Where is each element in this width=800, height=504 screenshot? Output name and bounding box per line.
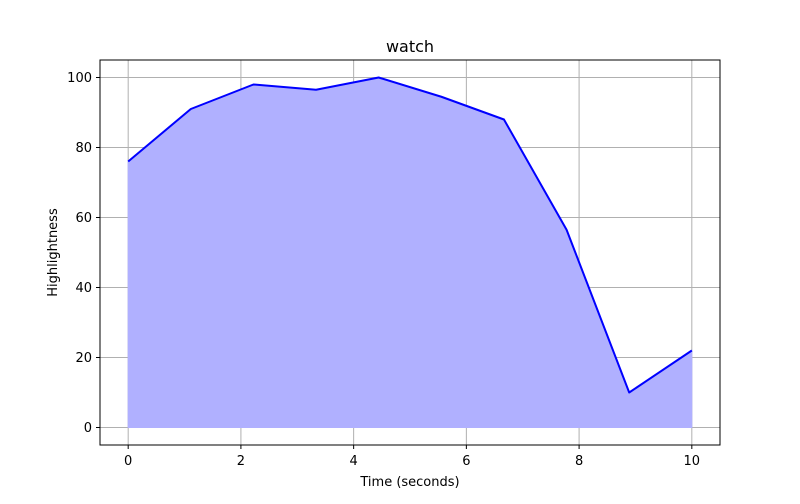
y-tick-label: 100 <box>67 71 92 86</box>
y-tick-label: 60 <box>75 211 92 226</box>
x-tick-label: 10 <box>684 454 701 469</box>
y-tick-label: 20 <box>75 351 92 366</box>
x-tick-label: 0 <box>124 454 132 469</box>
x-tick-label: 8 <box>575 454 583 469</box>
y-tick-label: 80 <box>75 141 92 156</box>
y-tick-label: 0 <box>84 421 92 436</box>
y-axis-label: Highlightness <box>46 208 61 297</box>
chart-title: watch <box>386 37 434 56</box>
x-axis-label: Time (seconds) <box>359 475 459 490</box>
x-tick-label: 6 <box>462 454 470 469</box>
y-tick-label: 40 <box>75 281 92 296</box>
x-tick-label: 4 <box>349 454 357 469</box>
x-tick-label: 2 <box>237 454 245 469</box>
